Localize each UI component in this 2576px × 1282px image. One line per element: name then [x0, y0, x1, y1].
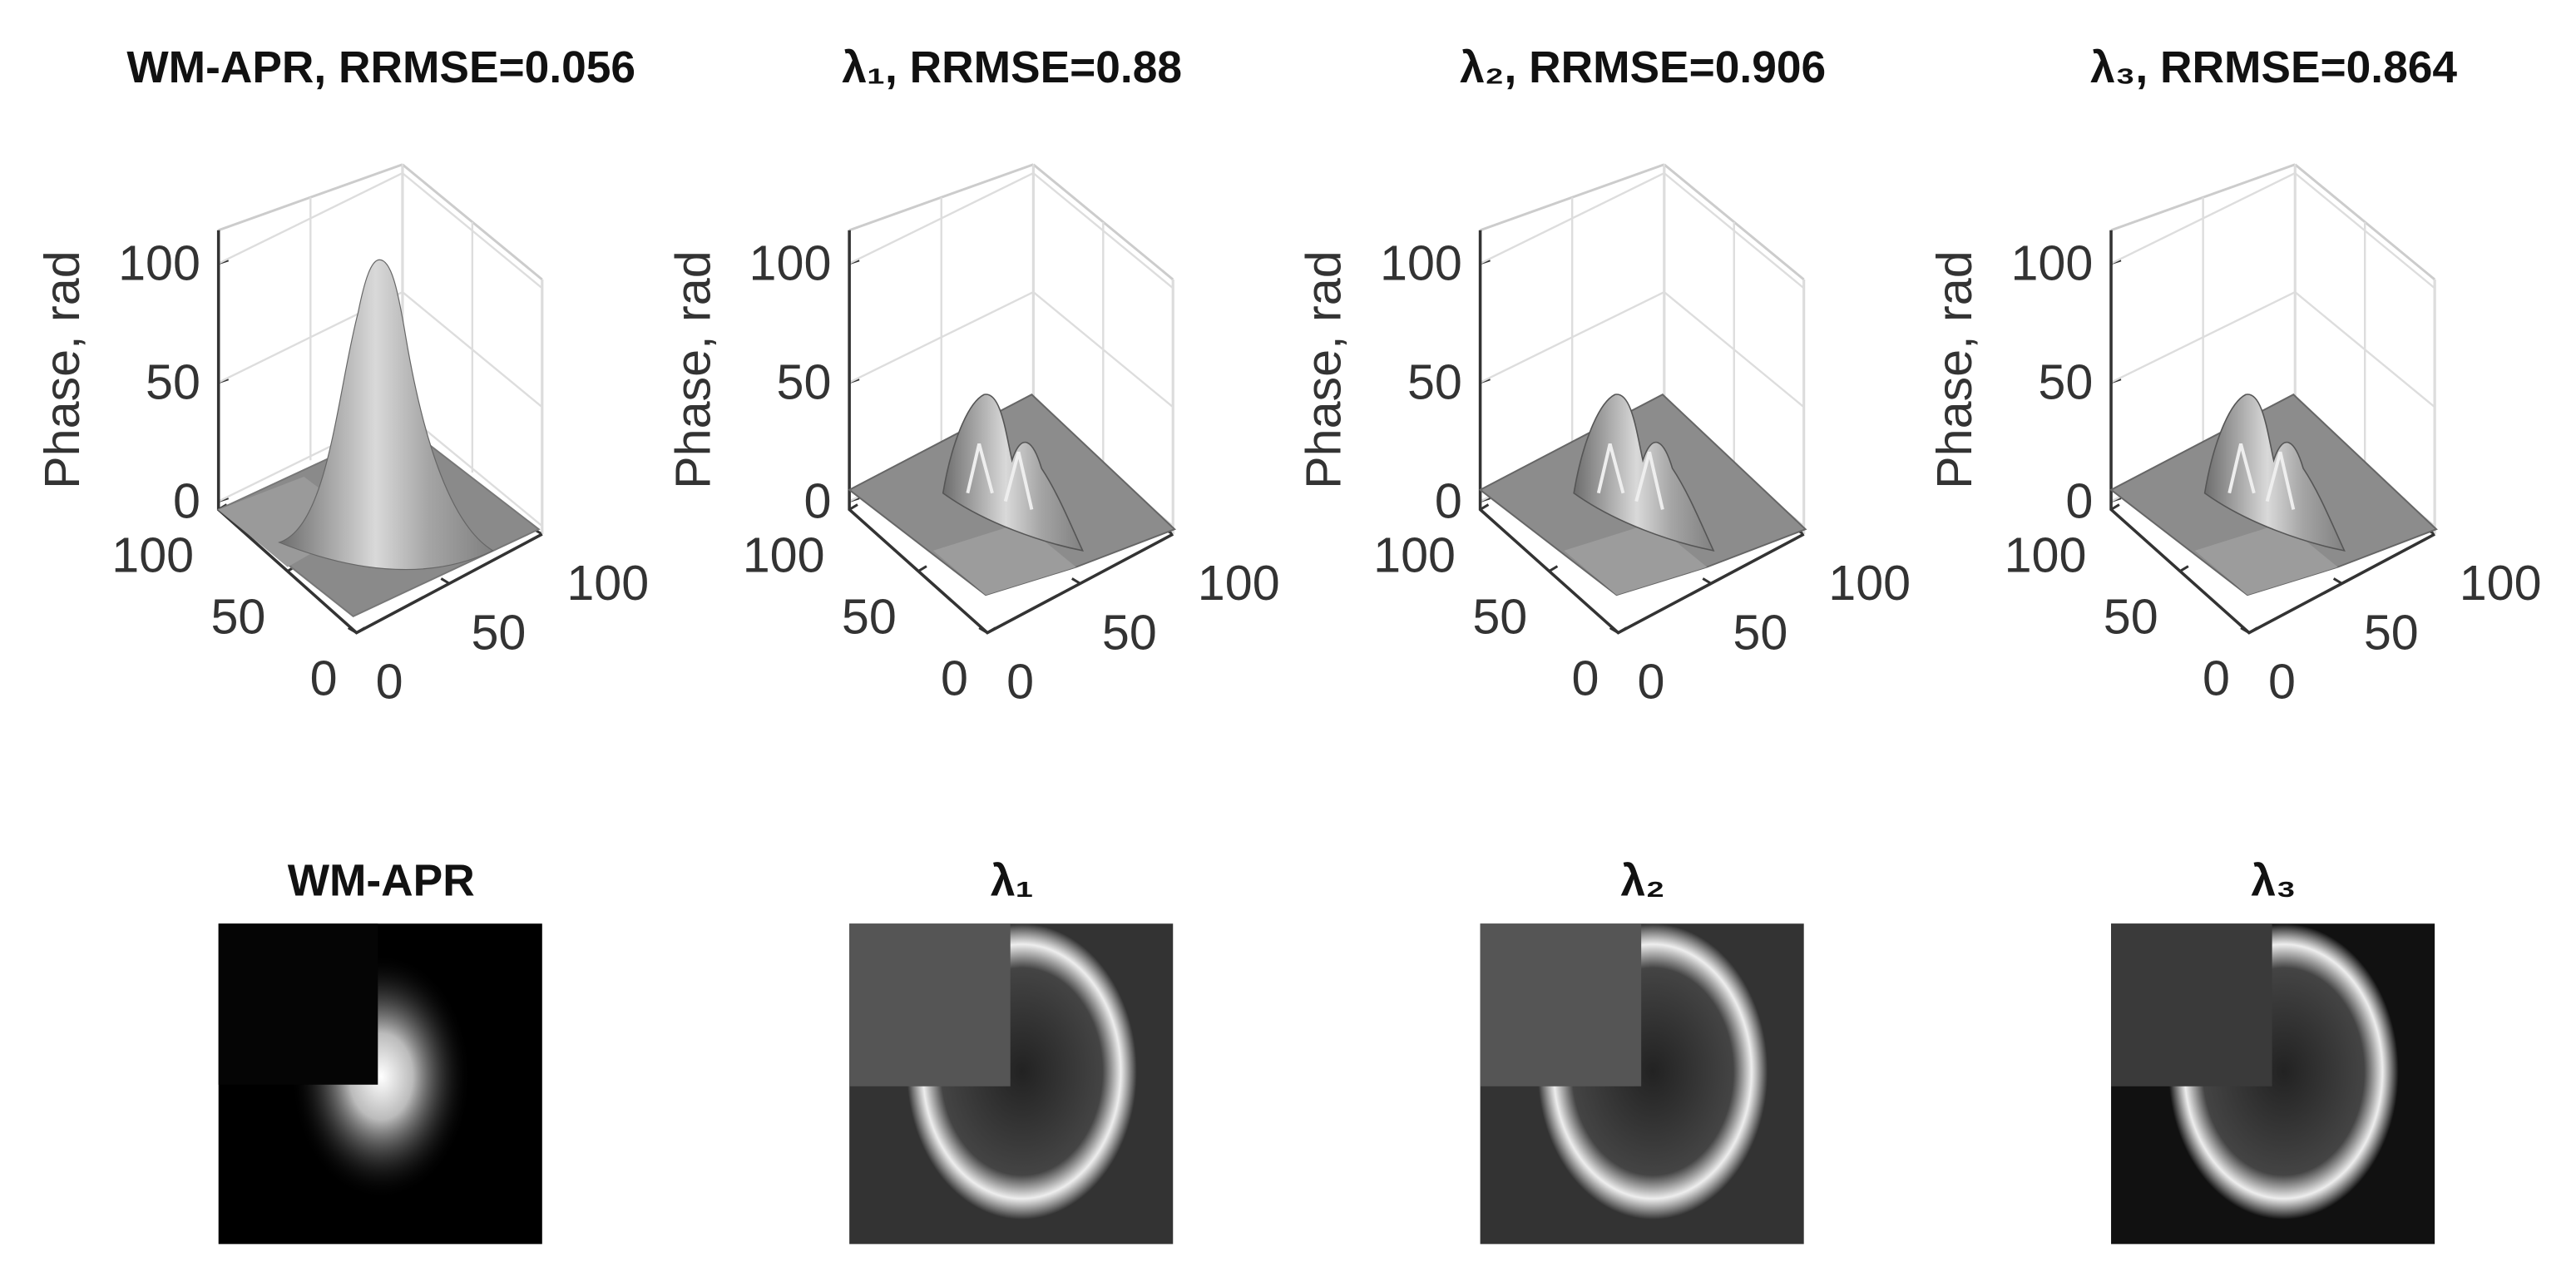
y-tick	[2179, 565, 2189, 572]
y-tick	[1548, 565, 1559, 572]
y-tick-label: 100	[2005, 527, 2087, 583]
y-tick-label: 100	[743, 527, 825, 583]
panel-title: WM-APR, RRMSE=0.056	[126, 43, 635, 92]
z-tick-label: 50	[1407, 354, 1462, 409]
y-tick-label: 100	[111, 527, 194, 583]
image-panel: λ₁	[849, 857, 1174, 1245]
y-tick-label: 0	[310, 651, 338, 706]
z-tick-label: 0	[1435, 473, 1462, 528]
panel-title: λ₁	[991, 857, 1034, 906]
surface-bumps	[1596, 443, 1664, 510]
x-tick-label: 50	[471, 604, 526, 660]
z-tick-label: 100	[1380, 235, 1462, 290]
x-tick-label: 0	[1638, 654, 1665, 710]
y-tick-label: 0	[1572, 651, 1599, 706]
image-panel: λ₃	[2111, 857, 2435, 1245]
z-tick-label: 100	[118, 235, 200, 290]
panel-title: λ₂	[1620, 857, 1664, 906]
image-block	[1480, 923, 1642, 1086]
z-tick-label: 50	[2038, 354, 2093, 409]
panel-title: WM-APR	[288, 857, 475, 906]
z-tick-label: 100	[2010, 235, 2093, 290]
x-tick-label: 100	[566, 555, 649, 611]
panel-title: λ₃	[2251, 857, 2296, 906]
panel-title: λ₁, RRMSE=0.88	[842, 43, 1182, 92]
x-tick-label: 0	[1006, 654, 1034, 710]
axis-line	[848, 230, 1174, 635]
z-tick-label: 0	[2065, 473, 2093, 528]
x-tick-label: 50	[1733, 604, 1787, 660]
x-tick-label: 0	[376, 654, 403, 710]
axis-line	[216, 230, 543, 635]
z-tick-label: 0	[803, 473, 831, 528]
y-tick	[917, 565, 927, 572]
image-block	[849, 923, 1011, 1086]
surface-step	[2194, 522, 2338, 596]
surface-bumps	[2227, 443, 2296, 510]
y-tick-label: 50	[210, 589, 265, 645]
surface-step	[1564, 522, 1708, 596]
x-tick-label: 100	[1198, 555, 1280, 611]
surface-peak	[278, 259, 494, 571]
surface-bumps	[966, 443, 1034, 510]
z-tick-label: 50	[777, 354, 832, 409]
surface-panel: WM-APR, RRMSE=0.056 0 50 100 Phase, rad 0 50 10…	[34, 43, 649, 710]
x-tick-label: 50	[2364, 604, 2419, 660]
image-block	[2111, 923, 2272, 1086]
z-axis-label: Phase, rad	[1926, 250, 1982, 489]
image-panel: WM-APR	[218, 857, 542, 1245]
z-tick-label: 50	[146, 354, 200, 409]
y-tick-label: 0	[941, 651, 968, 706]
z-axis-label: Phase, rad	[665, 250, 720, 489]
z-axis-label: Phase, rad	[34, 250, 90, 489]
axis-line	[2109, 230, 2435, 635]
image-panel: λ₂	[1480, 857, 1804, 1245]
y-tick-label: 50	[842, 589, 897, 645]
x-tick-label: 0	[2268, 654, 2296, 710]
y-tick-label: 100	[1373, 527, 1456, 583]
panel-title: λ₃, RRMSE=0.864	[2090, 43, 2457, 92]
x-tick-label: 100	[1828, 555, 1911, 611]
z-tick-label: 100	[749, 235, 832, 290]
surface-step	[932, 522, 1076, 596]
x-tick-label: 100	[2460, 555, 2542, 611]
z-tick-label: 0	[173, 473, 200, 528]
panel-title: λ₂, RRMSE=0.906	[1460, 43, 1826, 92]
y-tick-label: 50	[1472, 589, 1527, 645]
x-tick-label: 50	[1102, 604, 1157, 660]
axis-line	[1478, 230, 1805, 635]
y-tick-label: 50	[2104, 589, 2158, 645]
z-axis-label: Phase, rad	[1296, 250, 1352, 489]
y-tick-label: 0	[2203, 651, 2230, 706]
image-block	[218, 923, 378, 1085]
